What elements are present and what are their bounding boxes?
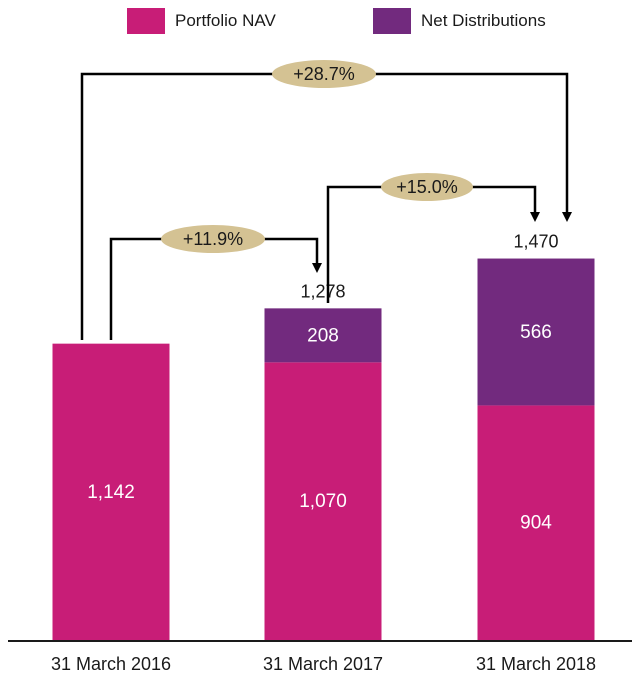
data-label-portfolio-nav-1: 1,142 (87, 482, 135, 503)
bar-portfolio-nav-1 (52, 343, 170, 640)
growth-annotation-1-oval (161, 225, 265, 253)
data-label-portfolio-nav-3: 904 (520, 513, 552, 534)
bar-portfolio-nav-2 (264, 362, 382, 640)
legend-label-portfolio-nav: Portfolio NAV (175, 11, 276, 30)
bar-portfolio-nav-3 (477, 405, 595, 640)
bar-net-distributions-3 (477, 258, 595, 406)
legend: Portfolio NAV Net Distributions (0, 6, 638, 36)
total-label-2: 1,278 (300, 281, 345, 301)
x-tick-label-2: 31 March 2017 (263, 654, 383, 674)
data-label-net-distributions-3: 566 (520, 322, 552, 343)
growth-annotation-3-oval (272, 60, 376, 88)
data-label-portfolio-nav-2: 1,070 (299, 491, 347, 512)
growth-annotation-3-label: +28.7% (293, 64, 355, 84)
bar-net-distributions-2 (264, 308, 382, 363)
legend-item-net-distributions: Net Distributions (373, 6, 546, 36)
growth-annotation-1-label: +11.9% (183, 229, 243, 249)
x-tick-label-1: 31 March 2016 (51, 654, 171, 674)
total-label-3: 1,470 (513, 232, 558, 252)
growth-annotation-2-oval (381, 173, 473, 201)
legend-label-net-distributions: Net Distributions (421, 11, 546, 30)
growth-annotation-2-label: +15.0% (396, 177, 458, 197)
x-tick-label-3: 31 March 2018 (476, 654, 596, 674)
data-label-net-distributions-2: 208 (307, 325, 339, 346)
legend-item-portfolio-nav: Portfolio NAV (127, 6, 276, 36)
legend-swatch-portfolio-nav (127, 8, 165, 34)
legend-swatch-net-distributions (373, 8, 411, 34)
